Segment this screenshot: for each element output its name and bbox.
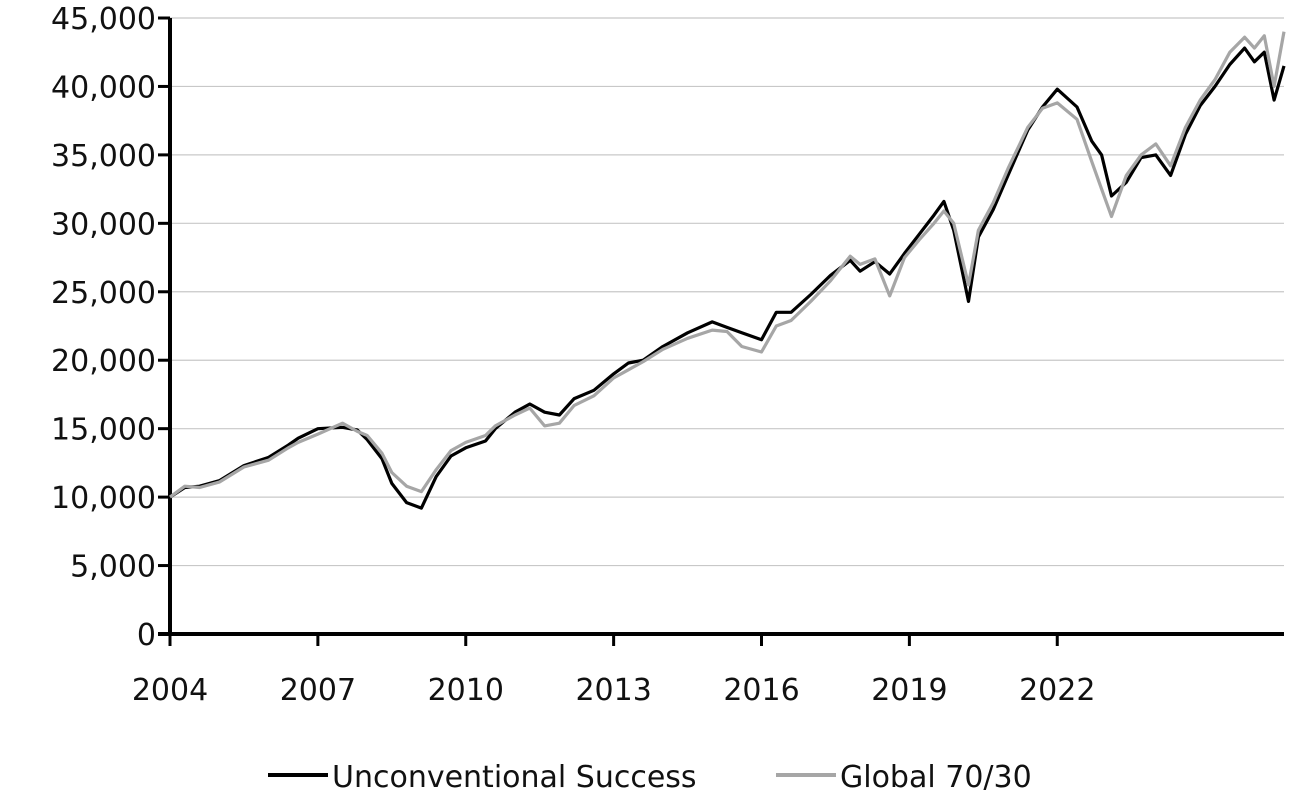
y-tick-label: 45,000	[51, 2, 156, 37]
y-tick-label: 30,000	[51, 207, 156, 242]
x-tick-label: 2022	[1019, 673, 1095, 708]
x-tick-label: 2007	[280, 673, 356, 708]
legend-label-unconventional-success: Unconventional Success	[332, 760, 697, 795]
y-tick-label: 15,000	[51, 413, 156, 448]
series-line-unconventional-success	[169, 46, 1286, 510]
y-tick-label: 25,000	[51, 276, 156, 311]
legend-label-global-70-30: Global 70/30	[840, 760, 1032, 795]
x-tick-label: 2004	[132, 673, 208, 708]
series-layer	[169, 31, 1286, 510]
x-axis: 2004 2007 2010 2013 2016 2019 2022	[132, 632, 1284, 708]
y-axis: 0 5,000 10,000 15,000 20,000 25,000 30,000 35,0…	[51, 2, 172, 653]
y-tick-label: 0	[137, 618, 156, 653]
gridlines	[170, 17, 1284, 567]
y-tick-label: 40,000	[51, 70, 156, 105]
y-tick-label: 5,000	[70, 550, 156, 585]
legend: Unconventional Success Global 70/30	[268, 760, 1032, 795]
x-tick-label: 2010	[428, 673, 504, 708]
series-line-global-70-30	[169, 31, 1286, 499]
x-tick-label: 2016	[723, 673, 799, 708]
y-tick-label: 10,000	[51, 481, 156, 516]
x-tick-label: 2013	[575, 673, 651, 708]
y-tick-label: 20,000	[51, 344, 156, 379]
y-tick-label: 35,000	[51, 139, 156, 174]
x-tick-label: 2019	[871, 673, 947, 708]
